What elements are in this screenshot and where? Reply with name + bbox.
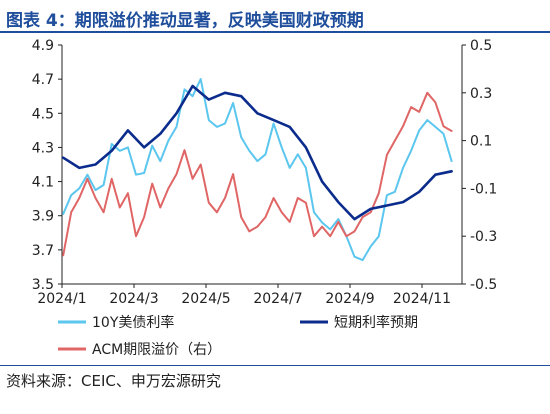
right-tick-label: -0.5 — [470, 277, 497, 293]
x-tick-label: 2024/5 — [181, 291, 230, 307]
right-tick-label: 0.5 — [470, 38, 492, 54]
figure-title: 图表 4：期限溢价推动显著，反映美国财政预期 — [6, 11, 364, 31]
axes-layer: 3.5 3.7 3.9 4.1 4.3 4.5 4.7 4.9 -0.5 -0.3 -0.1 0.1 0… — [32, 38, 498, 307]
x-tick-label: 2024/11 — [393, 291, 451, 307]
x-tick-label: 2024/7 — [253, 291, 302, 307]
x-tick-label: 2024/3 — [109, 291, 158, 307]
legend-label: 10Y美债利率 — [92, 314, 174, 331]
right-tick-label: -0.1 — [470, 181, 497, 197]
left-tick-label: 4.1 — [32, 175, 54, 191]
source-note: 资料来源：CEIC、申万宏源研究 — [6, 372, 221, 390]
left-tick-label: 4.3 — [32, 140, 54, 156]
left-tick-label: 4.7 — [32, 72, 54, 88]
legend: 10Y美债利率 短期利率预期 ACM期限溢价（右） — [58, 314, 418, 358]
series-line-2 — [61, 84, 453, 221]
legend-label: 短期利率预期 — [334, 314, 418, 331]
series-layer — [61, 78, 453, 262]
series-line-3 — [62, 91, 453, 257]
left-tick-label: 3.9 — [32, 209, 54, 225]
left-tick-label: 3.7 — [32, 243, 54, 259]
right-tick-label: 0.1 — [470, 134, 492, 150]
title-underline — [0, 31, 550, 33]
footer-divider — [0, 365, 550, 366]
right-tick-label: -0.3 — [470, 229, 497, 245]
x-tick-label: 2024/9 — [325, 291, 374, 307]
series-line-1 — [62, 78, 453, 262]
left-tick-label: 4.9 — [32, 38, 54, 54]
right-tick-label: 0.3 — [470, 86, 492, 102]
x-tick-label: 2024/1 — [37, 291, 86, 307]
left-tick-label: 3.5 — [32, 277, 54, 293]
left-tick-label: 4.5 — [32, 106, 54, 122]
legend-label: ACM期限溢价（右） — [92, 342, 221, 358]
